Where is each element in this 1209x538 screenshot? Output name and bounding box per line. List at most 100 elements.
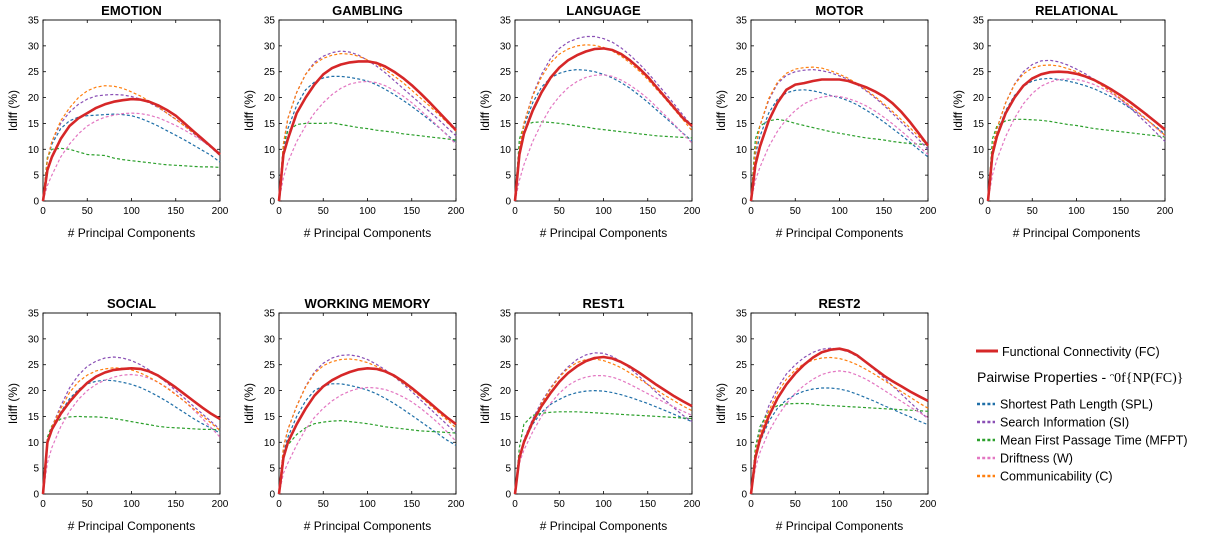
- y-tick-label: 15: [973, 119, 985, 130]
- panel-working-memory: WORKING MEMORY 0 5 10 15 20 25 30 35 0 50 100 150 200…: [242, 296, 465, 533]
- x-tick-label: 200: [212, 206, 229, 217]
- y-tick-label: 20: [28, 386, 40, 397]
- panel-motor: MOTOR 0 5 10 15 20 25 30 35 0 50 100 150 200 # Princip…: [714, 3, 937, 240]
- y-tick-label: 15: [28, 412, 40, 423]
- y-tick-label: 5: [978, 171, 984, 182]
- x-axis-label: # Principal Components: [776, 226, 903, 240]
- x-tick-label: 150: [167, 499, 184, 510]
- axes-frame: [278, 19, 457, 202]
- legend-label-mean-first-passage-time-mfpt: Mean First Passage Time (MFPT): [1000, 434, 1188, 448]
- y-tick-label: 0: [741, 197, 747, 208]
- y-tick-label: 35: [736, 309, 748, 320]
- series-line-mean-first-passage-time-mfpt: [278, 122, 457, 202]
- x-tick-label: 150: [403, 206, 420, 217]
- y-tick-label: 10: [973, 145, 985, 156]
- panel-gambling: GAMBLING 0 5 10 15 20 25 30 35 0 50 100 150 200 # Prin…: [242, 3, 465, 240]
- y-tick-label: 35: [28, 16, 40, 27]
- x-tick-label: 200: [920, 206, 937, 217]
- legend-items: Shortest Path Length (SPL) Search Informa…: [977, 398, 1188, 484]
- panel-title: REST2: [819, 296, 861, 311]
- y-tick-label: 20: [264, 386, 276, 397]
- panel-title: SOCIAL: [107, 296, 156, 311]
- x-tick-label: 200: [448, 206, 465, 217]
- x-axis-label: # Principal Components: [304, 226, 431, 240]
- y-tick-label: 35: [264, 16, 276, 27]
- panel-title: LANGUAGE: [566, 3, 641, 18]
- x-axis-label: # Principal Components: [540, 226, 667, 240]
- x-tick-label: 150: [875, 206, 892, 217]
- series-line-communicability-c: [987, 64, 1166, 202]
- y-tick-label: 10: [28, 145, 40, 156]
- series-line-communicability-c: [514, 44, 693, 202]
- y-tick-label: 25: [500, 67, 512, 78]
- x-tick-label: 50: [790, 206, 802, 217]
- y-tick-label: 10: [736, 145, 748, 156]
- series-line-mean-first-passage-time-mfpt: [42, 415, 221, 495]
- y-tick-label: 0: [33, 490, 39, 501]
- x-tick-label: 0: [40, 206, 46, 217]
- y-tick-label: 30: [28, 41, 40, 52]
- x-tick-label: 0: [748, 499, 754, 510]
- y-axis-label: Idiff (%): [951, 90, 965, 131]
- y-tick-label: 15: [736, 412, 748, 423]
- x-tick-label: 150: [403, 499, 420, 510]
- y-axis-label: Idiff (%): [6, 90, 20, 131]
- y-tick-label: 30: [973, 41, 985, 52]
- y-tick-label: 5: [505, 171, 511, 182]
- series-line-search-information-si: [42, 93, 221, 202]
- x-axis-label: # Principal Components: [776, 519, 903, 533]
- x-tick-label: 50: [1027, 206, 1039, 217]
- y-tick-label: 25: [500, 360, 512, 371]
- x-axis-label: # Principal Components: [304, 519, 431, 533]
- y-axis-label: Idiff (%): [714, 90, 728, 131]
- series-line-functional-connectivity-fc: [513, 355, 693, 495]
- axes-frame: [42, 19, 221, 202]
- y-tick-label: 25: [28, 67, 40, 78]
- series-line-shortest-path-length-spl: [42, 379, 221, 495]
- series-line-driftness-w: [987, 78, 1166, 202]
- series-line-search-information-si: [278, 354, 457, 495]
- panel-rest1: REST1 0 5 10 15 20 25 30 35 0 50 100 150 200 # Princip…: [478, 296, 701, 533]
- y-tick-label: 15: [500, 412, 512, 423]
- series-line-functional-connectivity-fc: [986, 70, 1166, 202]
- y-tick-label: 30: [500, 334, 512, 345]
- x-tick-label: 200: [212, 499, 229, 510]
- panel-title: RELATIONAL: [1035, 3, 1118, 18]
- x-tick-label: 200: [1157, 206, 1174, 217]
- legend-label-communicability-c: Communicability (C): [1000, 470, 1113, 484]
- y-tick-label: 0: [505, 490, 511, 501]
- axes-frame: [987, 19, 1166, 202]
- series-line-shortest-path-length-spl: [42, 113, 221, 202]
- series-line-communicability-c: [42, 85, 221, 202]
- y-tick-label: 0: [269, 197, 275, 208]
- y-axis-label: Idiff (%): [242, 383, 256, 424]
- panel-social: SOCIAL 0 5 10 15 20 25 30 35 0 50 100 150 200 # Princi…: [6, 296, 229, 533]
- x-tick-label: 200: [684, 206, 701, 217]
- x-tick-label: 100: [831, 499, 848, 510]
- y-axis-label: Idiff (%): [478, 383, 492, 424]
- y-tick-label: 10: [500, 145, 512, 156]
- y-tick-label: 15: [500, 119, 512, 130]
- x-tick-label: 50: [554, 499, 566, 510]
- x-tick-label: 100: [359, 499, 376, 510]
- series-line-mean-first-passage-time-mfpt: [42, 147, 221, 202]
- series-line-functional-connectivity-fc: [749, 347, 929, 495]
- y-tick-label: 0: [269, 490, 275, 501]
- x-tick-label: 150: [639, 206, 656, 217]
- x-tick-label: 0: [748, 206, 754, 217]
- series-line-search-information-si: [514, 352, 693, 495]
- y-tick-label: 0: [33, 197, 39, 208]
- x-tick-label: 50: [790, 499, 802, 510]
- series-line-mean-first-passage-time-mfpt: [278, 420, 457, 495]
- x-tick-label: 150: [167, 206, 184, 217]
- legend-label-search-information-si: Search Information (SI): [1000, 416, 1129, 430]
- y-tick-label: 5: [505, 464, 511, 475]
- y-tick-label: 15: [264, 412, 276, 423]
- series-line-shortest-path-length-spl: [278, 383, 457, 495]
- series-line-communicability-c: [514, 358, 693, 495]
- y-tick-label: 35: [500, 309, 512, 320]
- legend-label-fc: Functional Connectivity (FC): [1002, 345, 1160, 359]
- y-tick-label: 5: [33, 464, 39, 475]
- y-tick-label: 20: [736, 93, 748, 104]
- panel-title: REST1: [583, 296, 625, 311]
